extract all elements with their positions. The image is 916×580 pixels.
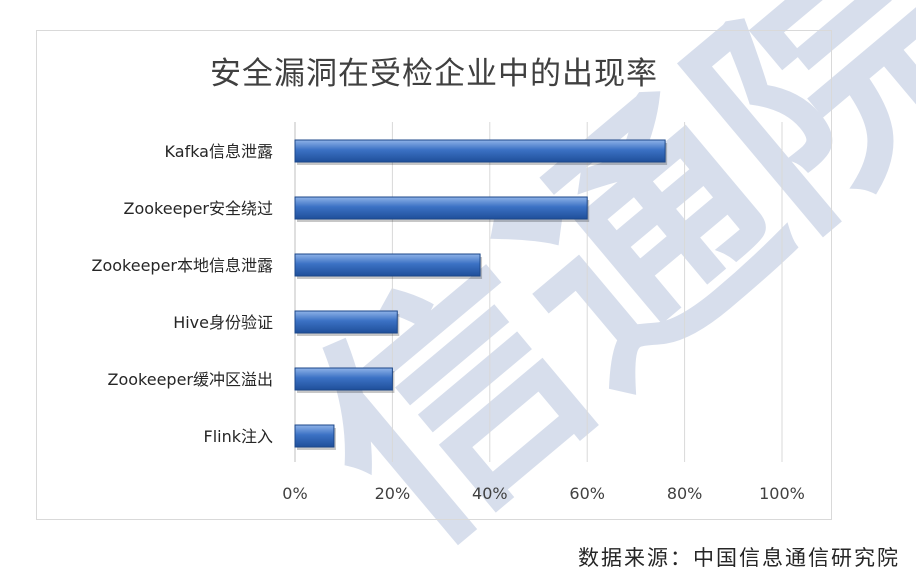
bar xyxy=(294,367,393,391)
category-label: Flink注入 xyxy=(203,427,273,446)
x-tick-label: 80% xyxy=(667,484,703,503)
category-label: Zookeeper缓冲区溢出 xyxy=(107,370,273,389)
x-tick-label: 0% xyxy=(282,484,307,503)
bar xyxy=(294,196,588,220)
x-tick-label: 100% xyxy=(759,484,805,503)
category-label: Kafka信息泄露 xyxy=(165,142,273,161)
bar xyxy=(294,310,398,334)
bar xyxy=(294,424,335,448)
bar xyxy=(294,139,666,163)
x-tick-label: 20% xyxy=(375,484,411,503)
x-tick-label: 60% xyxy=(569,484,605,503)
category-label: Hive身份验证 xyxy=(173,313,273,332)
source-note: 数据来源：中国信息通信研究院 xyxy=(578,546,900,570)
chart-title: 安全漏洞在受检企业中的出现率 xyxy=(210,56,658,92)
x-tick-label: 40% xyxy=(472,484,508,503)
bar xyxy=(294,253,481,277)
category-label: Zookeeper安全绕过 xyxy=(123,199,273,218)
chart-frame xyxy=(36,30,832,520)
category-label: Zookeeper本地信息泄露 xyxy=(91,256,273,275)
